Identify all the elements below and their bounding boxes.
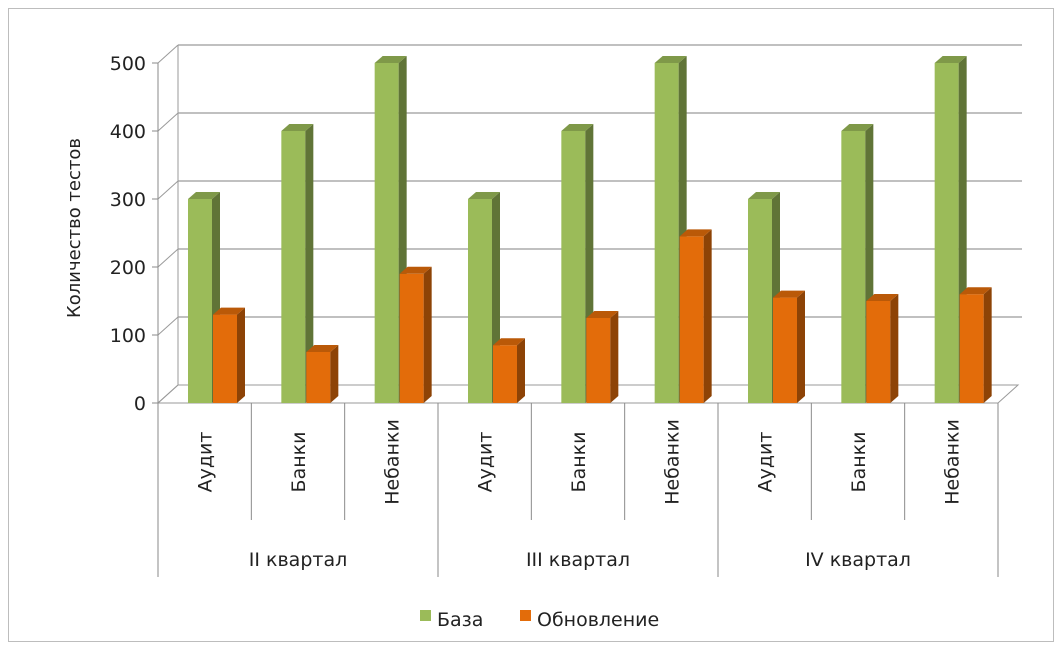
bar-baza-0-top xyxy=(188,192,220,199)
bar-obnovlenie-0-side xyxy=(237,307,245,403)
bar-obnovlenie-2-side xyxy=(423,266,432,403)
bar-obnovlenie-1 xyxy=(306,345,339,403)
bar-baza-3-front xyxy=(468,199,492,403)
bar-obnovlenie-5 xyxy=(679,229,712,403)
bar-baza-1-top xyxy=(281,124,314,131)
bar-obnovlenie-1-side xyxy=(330,345,339,403)
y-tick-label: 0 xyxy=(134,393,146,415)
gridline-side-500 xyxy=(157,44,179,64)
bar-obnovlenie-2-top xyxy=(399,266,432,274)
bar-obnovlenie-2 xyxy=(399,266,432,403)
bar-obnovlenie-4 xyxy=(586,311,619,403)
bar-obnovlenie-7-front xyxy=(866,301,891,403)
group-label: II квартал xyxy=(249,549,347,571)
bar-obnovlenie-6 xyxy=(773,290,805,403)
category-label: Банки xyxy=(288,432,310,493)
bar-baza-4-front xyxy=(561,131,586,403)
category-label: Небанки xyxy=(941,419,963,505)
y-tick-label: 500 xyxy=(110,53,146,75)
category-label: Небанки xyxy=(661,419,683,505)
bar-obnovlenie-3-front xyxy=(493,345,517,403)
bar-baza-7-front xyxy=(841,131,866,403)
bar-baza-2-front xyxy=(374,63,399,403)
y-axis-title: Количество тестов xyxy=(64,138,85,318)
bar-obnovlenie-5-top xyxy=(679,229,712,237)
bar-obnovlenie-1-top xyxy=(306,345,339,352)
y-tick-label: 100 xyxy=(110,325,146,347)
legend-swatch-baza xyxy=(420,610,431,621)
group-label: IV квартал xyxy=(805,549,911,571)
bar-baza-5-top xyxy=(654,56,687,63)
bar-baza-1-front xyxy=(281,131,306,403)
gridline-side-100 xyxy=(157,316,179,336)
bar-baza-1 xyxy=(281,124,314,403)
bars-layer xyxy=(188,56,992,403)
bar-obnovlenie-7-top xyxy=(866,294,899,301)
bar-obnovlenie-8 xyxy=(959,287,992,403)
gridline-side-200 xyxy=(157,248,179,268)
bar-baza-5-front xyxy=(654,63,679,403)
legend: База Обновление xyxy=(420,609,659,631)
bar-obnovlenie-3-side xyxy=(517,338,525,403)
category-label: Банки xyxy=(568,432,590,493)
category-label: Аудит xyxy=(195,432,217,493)
legend-label-baza: База xyxy=(437,609,483,631)
category-label: Небанки xyxy=(381,419,403,505)
bar-obnovlenie-5-front xyxy=(679,236,704,403)
bar-obnovlenie-3-top xyxy=(493,338,525,346)
category-label: Банки xyxy=(848,432,870,493)
bar-obnovlenie-6-top xyxy=(773,290,805,298)
bar-baza-0-front xyxy=(188,199,212,403)
bar-obnovlenie-4-top xyxy=(586,311,619,318)
bar-baza-8-front xyxy=(934,63,959,403)
bar-obnovlenie-4-side xyxy=(610,311,619,403)
bar-obnovlenie-6-side xyxy=(797,290,805,403)
bar-obnovlenie-8-front xyxy=(959,294,984,403)
bar-baza-1-side xyxy=(305,124,314,403)
gridline-side-300 xyxy=(157,180,179,200)
bar-obnovlenie-5-side xyxy=(703,229,712,403)
bar-obnovlenie-2-front xyxy=(399,273,424,403)
bar-obnovlenie-3 xyxy=(493,338,525,403)
y-tick-label: 400 xyxy=(110,121,146,143)
bar-obnovlenie-8-top xyxy=(959,287,992,295)
bar-baza-2-top xyxy=(374,56,407,63)
bar-obnovlenie-0 xyxy=(213,307,245,403)
axis-layer: 0 100 200 300 400 500 Аудит Банки Небанки Аудит Ба… xyxy=(110,53,999,577)
bar-obnovlenie-0-top xyxy=(213,307,245,315)
bar-obnovlenie-8-side xyxy=(983,287,992,403)
bar-baza-6-front xyxy=(748,199,772,403)
y-tick-label: 200 xyxy=(110,257,146,279)
group-label: III квартал xyxy=(526,549,630,571)
bar-obnovlenie-0-front xyxy=(213,314,237,403)
y-tick-label: 300 xyxy=(110,189,146,211)
bar-obnovlenie-4-front xyxy=(586,318,611,403)
category-label: Аудит xyxy=(755,432,777,493)
bar-obnovlenie-6-front xyxy=(773,297,797,403)
bar-baza-6-top xyxy=(748,192,780,199)
bar-obnovlenie-7 xyxy=(866,294,899,403)
bar-baza-8-top xyxy=(934,56,967,63)
gridline-side-400 xyxy=(157,112,179,132)
category-label: Аудит xyxy=(475,432,497,493)
legend-swatch-obnovlenie xyxy=(520,610,531,621)
bar-baza-8 xyxy=(934,56,967,403)
legend-label-obnovlenie: Обновление xyxy=(537,609,659,631)
bar-baza-4-top xyxy=(561,124,594,131)
bar-obnovlenie-1-front xyxy=(306,352,331,403)
bar-baza-7-top xyxy=(841,124,874,131)
bar-baza-3-top xyxy=(468,192,500,199)
bar-obnovlenie-7-side xyxy=(890,294,899,403)
